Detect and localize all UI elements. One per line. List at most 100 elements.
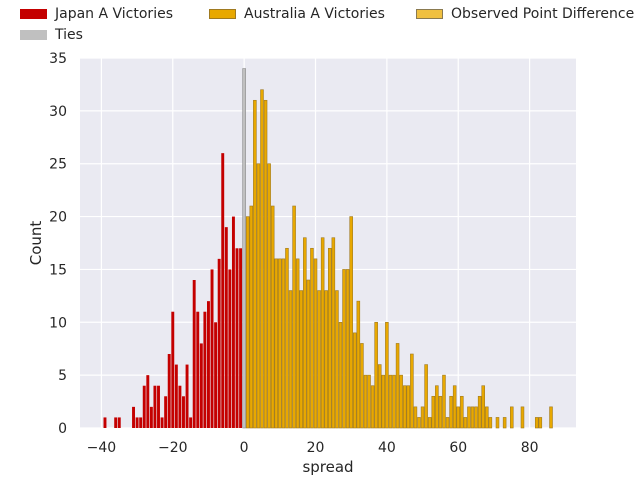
legend-swatch-australia	[209, 9, 236, 19]
histogram-bar	[203, 311, 207, 428]
histogram-bar	[374, 321, 378, 429]
histogram-bar	[206, 301, 210, 428]
histogram-bar	[278, 258, 282, 429]
legend-item-japan: Japan A Victories	[20, 6, 173, 22]
histogram-bar	[149, 406, 153, 428]
histogram-bar	[281, 258, 286, 429]
bars	[103, 68, 553, 429]
histogram-bar	[196, 311, 200, 428]
histogram-bar	[310, 247, 314, 429]
x-tick-label: 20	[307, 440, 325, 456]
histogram-bar	[495, 417, 500, 429]
histogram-bar	[210, 269, 214, 428]
histogram-bar	[481, 385, 485, 429]
histogram-bar	[256, 163, 261, 429]
histogram-bar	[114, 417, 118, 428]
gridlines	[80, 57, 576, 429]
histogram-bar	[192, 280, 196, 428]
histogram-bar	[214, 322, 218, 428]
histogram-bar	[292, 205, 296, 429]
histogram-bar	[420, 406, 425, 429]
histogram-bar	[142, 385, 146, 428]
histogram-bar	[399, 374, 403, 429]
legend-swatch-observed	[416, 9, 443, 19]
histogram-bar	[224, 227, 228, 428]
histogram-bar	[502, 417, 507, 429]
histogram-bar	[182, 396, 185, 428]
histogram-bar	[452, 385, 457, 429]
histogram-bar	[274, 258, 279, 429]
y-tick-label: 5	[58, 368, 67, 384]
histogram-bar	[388, 374, 393, 429]
histogram-bar	[445, 417, 450, 429]
histogram-bar	[345, 269, 350, 429]
histogram-bar	[235, 248, 239, 428]
histogram-bar	[199, 343, 203, 428]
histogram-bar	[221, 153, 225, 428]
histogram-bar	[178, 385, 182, 428]
histogram-bar	[549, 406, 553, 429]
histogram-bar	[267, 163, 271, 429]
histogram-bar	[520, 406, 525, 429]
histogram-bar	[410, 353, 414, 429]
legend-label-ties: Ties	[55, 27, 83, 43]
histogram-bar	[146, 375, 150, 428]
histogram-bar	[456, 406, 461, 429]
histogram-bar	[431, 395, 436, 429]
histogram-bar	[402, 385, 407, 429]
histogram-bar	[488, 417, 493, 429]
histogram-bar	[395, 343, 400, 429]
y-tick-label: 10	[49, 315, 67, 331]
histogram-bar	[242, 68, 246, 429]
histogram-bar	[435, 385, 439, 429]
histogram-bar	[413, 406, 418, 429]
histogram-bar	[477, 395, 482, 429]
y-tick-label: 20	[49, 210, 67, 226]
x-tick-label: 60	[449, 440, 467, 456]
histogram-bar	[164, 396, 168, 428]
histogram-bar	[263, 99, 268, 429]
histogram-bar	[139, 417, 143, 428]
histogram-bar	[485, 406, 489, 429]
histogram-bar	[370, 385, 375, 429]
histogram-bar	[295, 258, 300, 429]
legend: Japan A Victories Ties Australia A Victo…	[0, 0, 640, 48]
histogram-bar	[245, 216, 250, 429]
histogram-bar	[467, 406, 471, 429]
y-tick-label: 35	[49, 51, 67, 67]
histogram-bar	[288, 290, 293, 429]
tick-labels: −40 −20 0 20 40 60 80 0 5 10 15 20 25 30 35	[49, 51, 538, 456]
histogram-bar	[270, 205, 275, 429]
histogram-bar	[331, 237, 336, 429]
x-tick-label: −40	[87, 440, 117, 456]
x-axis-label: spread	[302, 458, 353, 476]
histogram-bar	[253, 99, 257, 429]
histogram-bar	[352, 332, 357, 429]
y-tick-label: 0	[58, 421, 67, 437]
histogram-bar	[460, 395, 464, 429]
legend-label-japan: Japan A Victories	[55, 6, 173, 22]
histogram-bar	[153, 385, 157, 428]
histogram-bar	[174, 364, 178, 428]
histogram-bar	[406, 385, 411, 429]
histogram-bar	[135, 417, 139, 428]
histogram-bar	[442, 374, 446, 429]
histogram-bar	[285, 247, 289, 429]
legend-swatch-japan	[20, 9, 47, 19]
histogram-bar	[427, 417, 432, 429]
histogram-bar	[377, 364, 382, 429]
histogram-bar	[160, 417, 164, 428]
histogram-bar	[363, 374, 368, 429]
x-tick-label: −20	[158, 440, 188, 456]
histogram-bar	[306, 279, 311, 429]
y-tick-label: 30	[49, 104, 67, 120]
y-tick-label: 25	[49, 157, 67, 173]
plot-area	[80, 58, 576, 428]
histogram-bar	[228, 269, 232, 428]
x-tick-label: 40	[378, 440, 396, 456]
histogram-bar	[534, 417, 539, 429]
histogram-bar	[299, 290, 304, 429]
legend-swatch-ties	[20, 30, 47, 40]
histogram-bar	[417, 417, 421, 429]
y-axis-label: Count	[27, 221, 45, 266]
